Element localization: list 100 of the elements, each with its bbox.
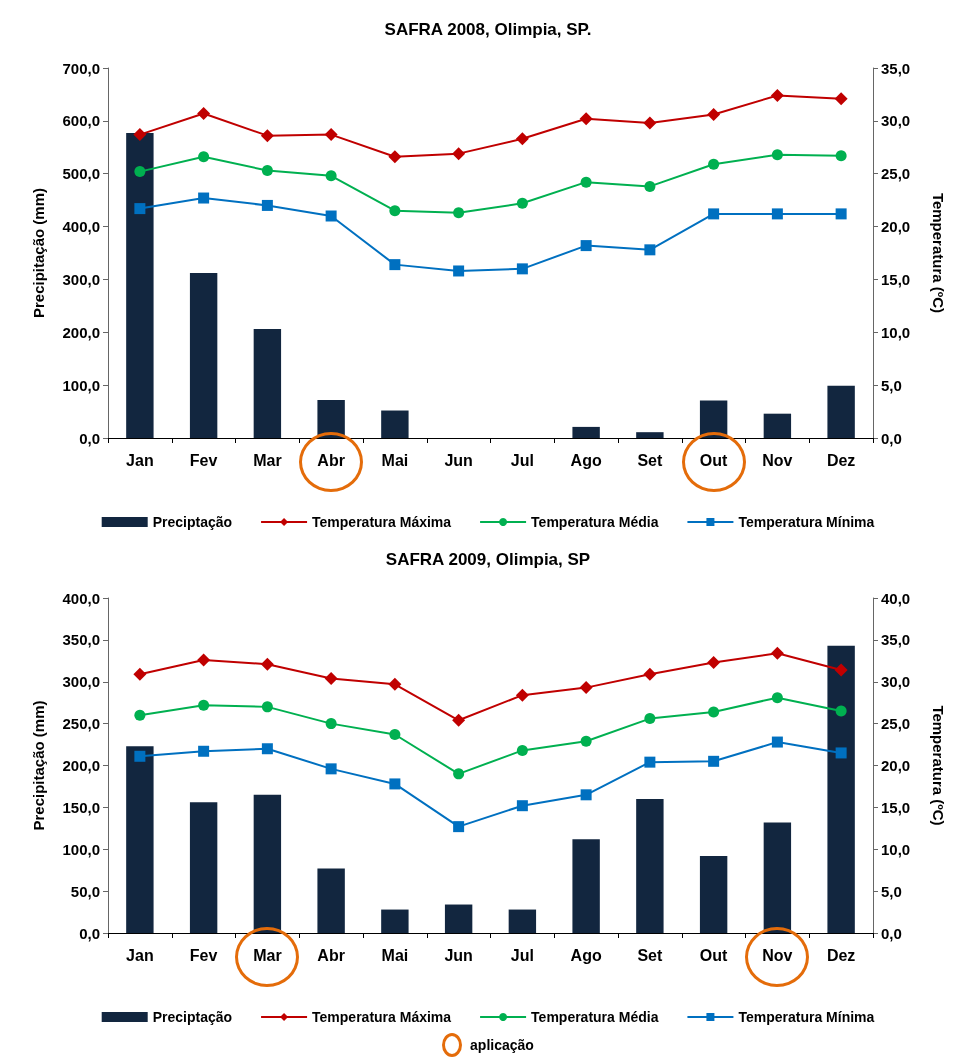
x-tick-label: Mai xyxy=(381,451,409,469)
y2-tick-label: 0,0 xyxy=(881,429,902,447)
point xyxy=(770,646,784,660)
point xyxy=(389,205,401,217)
x-tick-label: Jun xyxy=(444,451,473,469)
point xyxy=(389,259,401,271)
point xyxy=(260,657,274,671)
legend-label: Temperatura Máxima xyxy=(312,514,452,530)
x-tick-label: Set xyxy=(637,451,663,469)
point xyxy=(579,112,593,126)
point xyxy=(261,743,273,755)
y-tick-label: 150,0 xyxy=(62,798,100,816)
point xyxy=(708,208,720,220)
y2-tick-label: 25,0 xyxy=(881,715,911,733)
point xyxy=(708,158,720,170)
point xyxy=(389,778,401,790)
point xyxy=(643,116,657,130)
bar xyxy=(253,794,282,933)
x-tick-label: Nov xyxy=(762,946,793,964)
point xyxy=(580,240,592,252)
x-tick-label: Mar xyxy=(253,451,282,469)
bar xyxy=(827,385,855,438)
y-tick-label: 350,0 xyxy=(62,631,100,649)
point xyxy=(644,756,656,768)
point xyxy=(197,106,211,120)
x-tick-label: Set xyxy=(637,946,663,964)
bar xyxy=(253,329,282,438)
point xyxy=(261,165,273,177)
point xyxy=(644,713,656,725)
legend-label: Temperatura Média xyxy=(531,514,659,530)
y2-axis-title: Temperatura (ºC) xyxy=(930,192,947,314)
point xyxy=(325,718,337,730)
text: aplicação xyxy=(470,1037,534,1053)
x-tick-label: Ago xyxy=(570,451,602,469)
y2-tick-label: 0,0 xyxy=(881,924,902,942)
y-tick-label: 300,0 xyxy=(62,673,100,691)
point xyxy=(134,203,146,215)
point xyxy=(133,667,147,681)
point xyxy=(325,210,337,222)
bar xyxy=(636,799,664,933)
legend-label: Temperatura Máxima xyxy=(312,1009,452,1025)
y-tick-label: 400,0 xyxy=(62,589,100,607)
point xyxy=(260,129,274,143)
y-tick-label: 700,0 xyxy=(62,59,100,77)
y-tick-label: 200,0 xyxy=(62,323,100,341)
y2-tick-label: 35,0 xyxy=(881,59,911,77)
bar xyxy=(572,839,600,933)
bar xyxy=(827,645,855,933)
y2-tick-label: 5,0 xyxy=(881,376,902,394)
point xyxy=(770,88,784,102)
point xyxy=(644,244,656,256)
y2-tick-label: 30,0 xyxy=(881,673,911,691)
point xyxy=(453,821,465,833)
y2-tick-label: 15,0 xyxy=(881,270,911,288)
point xyxy=(643,667,657,681)
legend-label: Temperatura Média xyxy=(531,1009,659,1025)
point xyxy=(388,677,402,691)
point xyxy=(707,655,721,669)
bar xyxy=(636,432,664,438)
chart-title: SAFRA 2008, Olimpia, SP. xyxy=(384,20,592,39)
y-tick-label: 0,0 xyxy=(79,429,100,447)
point xyxy=(198,192,210,204)
bar xyxy=(126,746,154,933)
point xyxy=(644,180,656,192)
bar xyxy=(444,904,473,933)
point xyxy=(198,699,210,711)
bar xyxy=(126,133,154,438)
y2-tick-label: 30,0 xyxy=(881,112,911,130)
point xyxy=(516,800,528,812)
point xyxy=(324,128,338,142)
x-tick-label: Ago xyxy=(570,946,602,964)
y-tick-label: 400,0 xyxy=(62,218,100,236)
chart-title: SAFRA 2009, Olimpia, SP xyxy=(385,550,591,569)
bar xyxy=(763,822,792,933)
point xyxy=(453,207,465,219)
point xyxy=(452,147,466,161)
point xyxy=(197,653,211,667)
y-axis-title: Precipitação (mm) xyxy=(30,700,47,831)
point xyxy=(771,692,783,704)
x-tick-label: Mai xyxy=(381,946,409,964)
x-tick-label: Jan xyxy=(126,946,154,964)
point xyxy=(516,197,528,209)
point xyxy=(835,150,847,162)
legend-label: Temperatura Mínima xyxy=(738,1009,875,1025)
x-tick-label: Dez xyxy=(826,946,856,964)
x-tick-label: Mar xyxy=(253,946,282,964)
bar xyxy=(763,413,792,438)
point xyxy=(198,745,210,757)
point xyxy=(388,150,402,164)
y-tick-label: 0,0 xyxy=(79,924,100,942)
point xyxy=(261,199,273,211)
x-tick-label: Dez xyxy=(826,451,856,469)
point xyxy=(771,208,783,220)
point xyxy=(324,671,338,685)
point xyxy=(198,151,210,163)
point xyxy=(133,128,147,142)
y-axis-title: Precipitação (mm) xyxy=(30,187,47,319)
y-tick-label: 100,0 xyxy=(62,840,100,858)
point xyxy=(835,705,847,717)
point xyxy=(771,736,783,748)
